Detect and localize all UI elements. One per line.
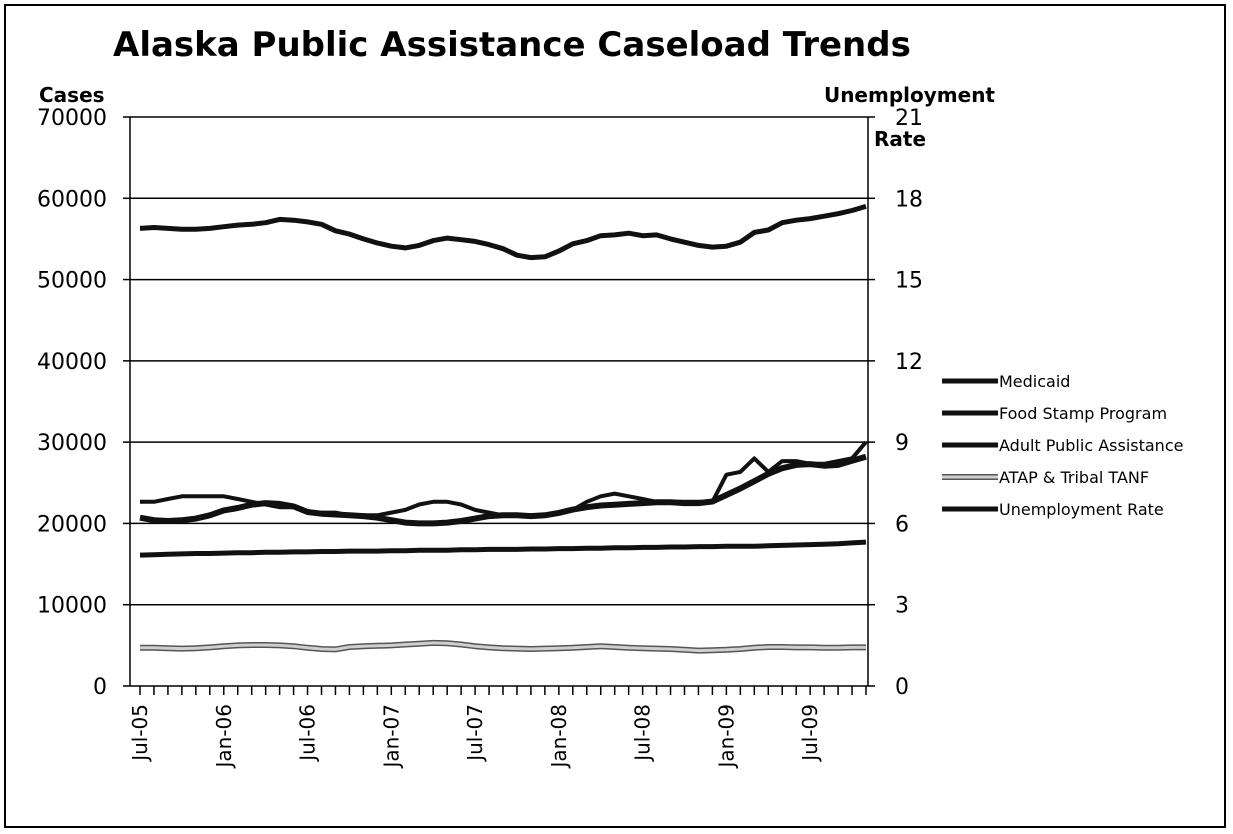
axes: 0 10000 20000 30000 40000 50000 60000 70000 0 3 6 9…	[37, 106, 923, 770]
y2-tick-label: 21	[895, 106, 923, 131]
y2-axis-title-line1: Unemployment	[824, 83, 995, 107]
x-tick-label: Jul-06	[296, 704, 320, 763]
y-tick-label: 70000	[37, 106, 107, 131]
y-tick-label: 60000	[37, 187, 107, 212]
legend-label-unemployment-rate: Unemployment Rate	[999, 500, 1164, 519]
gridlines	[130, 116, 868, 606]
chart-title: Alaska Public Assistance Caseload Trends	[113, 25, 911, 65]
y2-tick-label: 3	[895, 594, 909, 619]
y2-tick-label: 6	[895, 512, 909, 537]
y-tick-label: 10000	[37, 594, 107, 619]
x-tick-label: Jan-06	[212, 704, 236, 770]
y2-axis-title-line2: Rate	[874, 127, 926, 151]
legend-label-adult-public-assistance: Adult Public Assistance	[999, 436, 1183, 455]
y-tick-label: 20000	[37, 512, 107, 537]
legend-label-atap-tribal-tanf: ATAP & Tribal TANF	[999, 468, 1149, 487]
x-tick-label: Jul-09	[798, 704, 822, 763]
x-tick-label: Jan-08	[547, 704, 571, 770]
legend-label-medicaid: Medicaid	[999, 372, 1070, 391]
y2-tick-label: 0	[895, 675, 909, 700]
y-tick-label: 50000	[37, 269, 107, 294]
series-lines	[139, 204, 868, 654]
y2-tick-label: 12	[895, 350, 923, 375]
x-tick-label: Jan-09	[714, 704, 738, 770]
y-axis-title: Cases	[39, 83, 105, 107]
series-line-atap-tribal-tanf	[140, 641, 866, 653]
series-line-unemployment-rate	[140, 440, 868, 518]
y-tick-label: 0	[93, 675, 107, 700]
series-line-medicaid	[139, 204, 867, 261]
x-tick-label: Jul-08	[631, 704, 655, 763]
y-tick-label: 30000	[37, 431, 107, 456]
x-tick-label: Jul-07	[463, 704, 487, 763]
y2-tick-label: 9	[895, 431, 909, 456]
legend-label-food-stamp-program: Food Stamp Program	[999, 404, 1167, 423]
y-tick-label: 40000	[37, 350, 107, 375]
y2-tick-label: 15	[895, 269, 923, 294]
x-tick-label: Jul-05	[128, 704, 152, 763]
x-tick-label: Jan-07	[379, 704, 403, 770]
series-line-adult-public-assistance	[139, 539, 867, 558]
legend: Medicaid Food Stamp Program Adult Public A…	[942, 372, 1183, 519]
y2-tick-label: 18	[895, 187, 923, 212]
